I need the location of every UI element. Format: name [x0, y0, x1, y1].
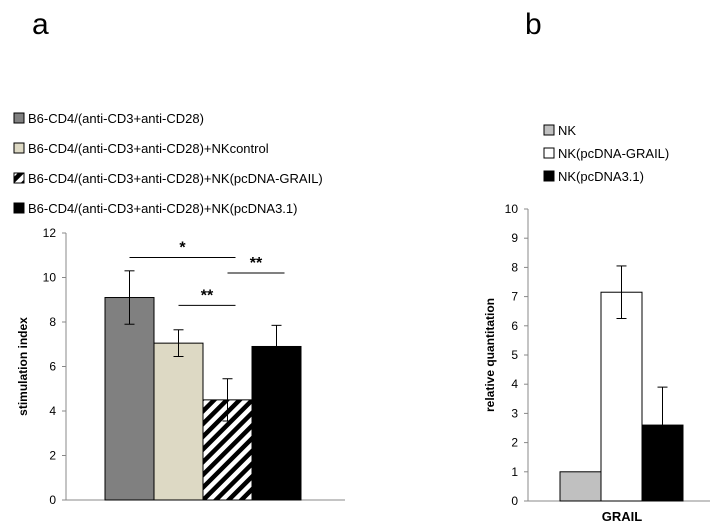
a-legend-label: B6-CD4/(anti-CD3+anti-CD28)+NK(pcDNA-GRA…	[28, 171, 323, 186]
b-y-tick-label: 9	[511, 231, 518, 245]
a-legend-swatch	[13, 172, 25, 184]
a-legend-swatch	[13, 202, 25, 214]
b-y-tick-label: 1	[511, 465, 518, 479]
chart-b: 0 1 2 3 4 5 6 7 8 9 10 relative quantitation GRAIL NK…	[483, 123, 710, 524]
b-y-tick-label: 8	[511, 260, 518, 274]
a-legend-swatch	[13, 112, 25, 124]
a-y-axis-label: stimulation index	[16, 317, 30, 416]
a-y-tick-label: 0	[49, 493, 56, 507]
b-y-axis-label: relative quantitation	[483, 298, 497, 412]
a-bar	[104, 297, 155, 501]
b-legend-label: NK(pcDNA-GRAIL)	[558, 146, 669, 161]
a-legend-swatch	[13, 142, 25, 154]
a-y-tick-label: 6	[49, 360, 56, 374]
b-y-tick-label: 7	[511, 290, 518, 304]
b-x-axis-label: GRAIL	[602, 509, 643, 524]
a-significance-label: **	[250, 255, 263, 272]
a-significance-label: *	[179, 239, 186, 256]
b-y-tick-label: 5	[511, 348, 518, 362]
b-y-tick-label: 10	[505, 202, 519, 216]
b-y-tick-label: 3	[511, 406, 518, 420]
a-y-tick-label: 12	[43, 226, 57, 240]
panel-label-b: b	[525, 8, 542, 41]
b-legend-label: NK(pcDNA3.1)	[558, 169, 644, 184]
a-y-tick-label: 2	[49, 449, 56, 463]
b-bar	[559, 471, 602, 502]
b-y-tick-label: 0	[511, 494, 518, 508]
b-y-tick-label: 6	[511, 319, 518, 333]
b-legend-label: NK	[558, 123, 576, 138]
a-legend-label: B6-CD4/(anti-CD3+anti-CD28)+NK(pcDNA3.1)	[28, 201, 297, 216]
b-bar	[600, 291, 643, 502]
a-y-tick-label: 4	[49, 404, 56, 418]
a-bar	[153, 342, 204, 501]
a-bar	[251, 345, 302, 501]
b-y-tick-label: 4	[511, 377, 518, 391]
a-legend-label: B6-CD4/(anti-CD3+anti-CD28)+NKcontrol	[28, 141, 269, 156]
b-legend-swatch	[543, 124, 555, 136]
panel-label-a: a	[32, 8, 49, 41]
b-legend-swatch	[543, 147, 555, 159]
b-y-tick-label: 2	[511, 436, 518, 450]
b-legend-swatch	[543, 170, 555, 182]
a-legend-label: B6-CD4/(anti-CD3+anti-CD28)	[28, 111, 204, 126]
a-y-tick-label: 8	[49, 315, 56, 329]
a-significance-label: **	[201, 287, 214, 304]
a-y-tick-label: 10	[43, 271, 57, 285]
